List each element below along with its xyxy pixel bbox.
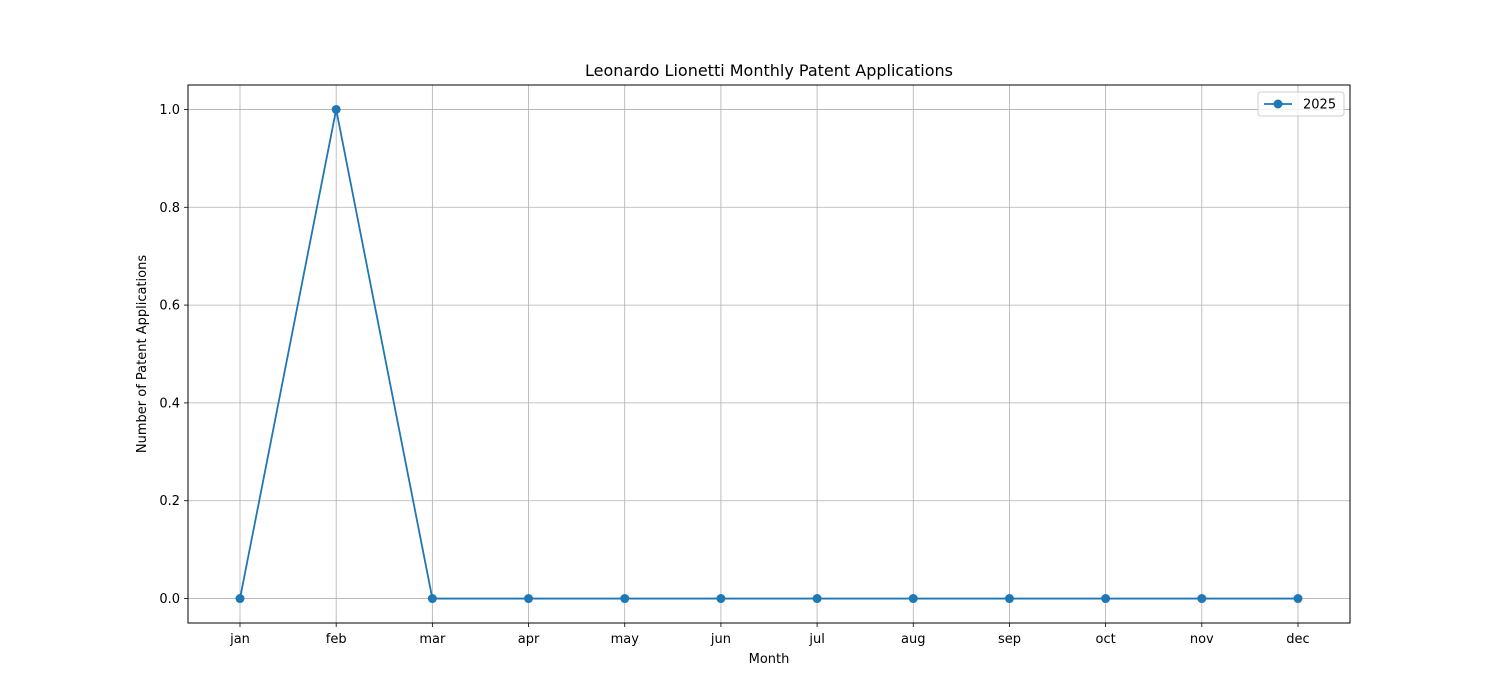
y-axis-label: Number of Patent Applications (135, 255, 150, 453)
data-point (1005, 594, 1014, 603)
chart-title: Leonardo Lionetti Monthly Patent Applica… (585, 61, 953, 80)
data-point (332, 105, 341, 114)
y-tick-label: 0.6 (159, 299, 180, 314)
data-point (1294, 594, 1303, 603)
y-tick-label: 1.0 (159, 103, 180, 118)
x-tick-label: sep (998, 632, 1021, 647)
grid (188, 85, 1350, 623)
x-tick-label: jan (229, 632, 250, 647)
series-layer (236, 105, 1303, 603)
legend-label: 2025 (1303, 98, 1336, 113)
data-point (909, 594, 918, 603)
x-tick-label: may (611, 632, 640, 647)
y-tick-label: 0.2 (159, 494, 180, 509)
axes (188, 85, 1350, 623)
y-tick-label: 0.0 (159, 592, 180, 607)
data-point (716, 594, 725, 603)
x-tick-label: aug (901, 632, 925, 647)
data-point (524, 594, 533, 603)
data-point (236, 594, 245, 603)
x-tick-label: nov (1190, 632, 1214, 647)
legend: 2025 (1258, 92, 1344, 116)
data-point (813, 594, 822, 603)
data-point (1101, 594, 1110, 603)
x-tick-label: oct (1096, 632, 1116, 647)
x-axis-label: Month (749, 652, 790, 667)
x-tick-label: jun (710, 632, 731, 647)
x-tick-label: mar (419, 632, 446, 647)
data-point (428, 594, 437, 603)
legend-marker (1274, 100, 1283, 109)
data-point (620, 594, 629, 603)
y-tick-label: 0.8 (159, 201, 180, 216)
data-point (1197, 594, 1206, 603)
x-tick-label: apr (518, 632, 540, 647)
series-line (240, 109, 1298, 598)
y-tick-label: 0.4 (159, 396, 180, 411)
x-tick-label: dec (1286, 632, 1309, 647)
plot-frame (188, 85, 1350, 623)
x-tick-label: jul (808, 632, 824, 647)
x-tick-label: feb (326, 632, 347, 647)
ticks: jan feb mar apr may jun jul aug sep oct nov dec 0.0 0… (159, 103, 1309, 647)
